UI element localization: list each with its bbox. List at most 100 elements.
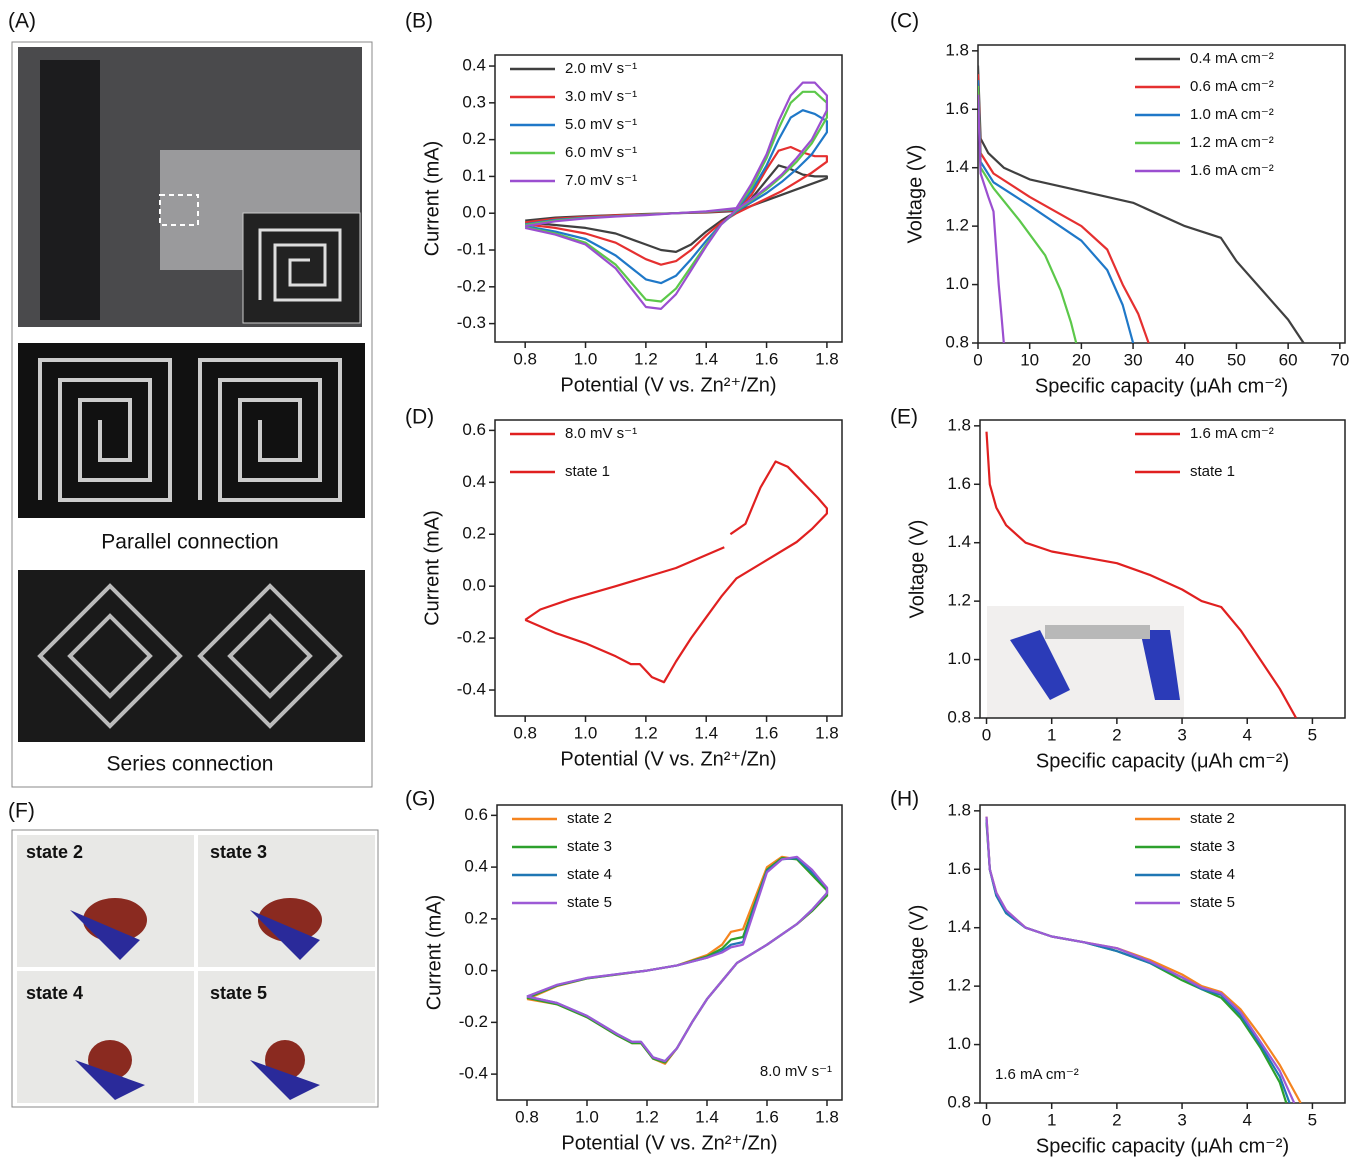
- legend-label: 1.6 mA cm⁻²: [1190, 162, 1274, 179]
- legend-label: 6.0 mV s⁻¹: [565, 144, 637, 161]
- y-tick-label: 1.0: [947, 649, 971, 668]
- panel-label: (F): [8, 800, 35, 823]
- y-axis-title: Voltage (V): [904, 145, 926, 244]
- x-tick-label: 1.2: [634, 349, 658, 368]
- legend-label: state 1: [565, 463, 610, 480]
- y-axis-title: Current (mA): [421, 141, 443, 257]
- x-tick-label: 1.6: [755, 349, 779, 368]
- y-tick-label: 1.4: [947, 532, 971, 551]
- x-tick-label: 1.6: [755, 723, 779, 742]
- series-pattern: [37, 583, 343, 729]
- data-line: [525, 145, 828, 266]
- x-axis-title: Potential (V vs. Zn²⁺/Zn): [560, 748, 776, 770]
- legend-label: 2.0 mV s⁻¹: [565, 60, 637, 77]
- x-tick-label: 60: [1279, 350, 1298, 369]
- y-tick-label: 0.1: [462, 166, 486, 185]
- plot-frame: [494, 54, 843, 343]
- y-tick-label: -0.4: [459, 1064, 488, 1083]
- panel-label: (E): [890, 406, 918, 429]
- y-tick-label: 0.2: [462, 129, 486, 148]
- y-tick-label: 0.6: [462, 420, 486, 439]
- glove: [70, 910, 320, 1100]
- x-tick-label: 1: [1047, 725, 1056, 744]
- data-line: [978, 94, 1005, 343]
- y-tick-label: 1.6: [947, 474, 971, 493]
- plot-frame: [977, 44, 1346, 344]
- panel-a-frame: [11, 41, 373, 788]
- legend-label: state 4: [567, 866, 612, 883]
- annotation: 8.0 mV s⁻¹: [760, 1063, 832, 1080]
- panel-label: (B): [405, 10, 433, 33]
- state-photos: [17, 835, 375, 1103]
- data-line: [985, 431, 1298, 718]
- y-axis-title: Current (mA): [421, 510, 443, 626]
- x-tick-label: 50: [1227, 350, 1246, 369]
- data-line: [978, 85, 1078, 343]
- y-tick-label: -0.4: [457, 680, 486, 699]
- glove: [1010, 630, 1180, 700]
- x-axis-title: Potential (V vs. Zn²⁺/Zn): [561, 1132, 777, 1154]
- legend-label: 8.0 mV s⁻¹: [565, 425, 637, 442]
- y-axis-title: Current (mA): [423, 895, 445, 1011]
- y-tick-label: 1.2: [947, 591, 971, 610]
- x-tick-label: 0: [973, 350, 982, 369]
- panel-label: (A): [8, 10, 36, 33]
- y-tick-label: 1.6: [947, 859, 971, 878]
- series-photo: [18, 570, 365, 742]
- data-line: [978, 65, 1305, 343]
- y-tick-label: 1.2: [945, 216, 969, 235]
- photo-label: state 2: [26, 842, 83, 862]
- x-tick-label: 0.8: [513, 723, 537, 742]
- printer-head: [40, 60, 100, 320]
- y-tick-label: 1.8: [947, 800, 971, 819]
- device: [1045, 625, 1150, 639]
- legend-label: 1.2 mA cm⁻²: [1190, 134, 1274, 151]
- x-tick-label: 1.8: [815, 349, 839, 368]
- y-tick-label: 1.0: [945, 274, 969, 293]
- legend-label: state 3: [1190, 838, 1235, 855]
- photo-label: state 4: [26, 983, 83, 1003]
- x-tick-label: 1.2: [635, 1107, 659, 1126]
- data-line: [526, 856, 829, 1063]
- y-tick-label: 0.0: [462, 576, 486, 595]
- x-tick-label: 2: [1112, 1110, 1121, 1129]
- y-tick-label: 1.4: [945, 157, 969, 176]
- x-tick-label: 10: [1020, 350, 1039, 369]
- x-tick-label: 1.4: [695, 1107, 719, 1126]
- data-line: [526, 855, 829, 1065]
- y-tick-label: 0.4: [462, 56, 486, 75]
- y-tick-label: 0.8: [945, 332, 969, 351]
- legend-label: 5.0 mV s⁻¹: [565, 116, 637, 133]
- plot-frame: [494, 419, 843, 717]
- data-line: [524, 460, 828, 684]
- x-tick-label: 1.0: [574, 349, 598, 368]
- y-tick-label: -0.3: [457, 313, 486, 332]
- x-tick-label: 20: [1072, 350, 1091, 369]
- panel-label: (D): [405, 406, 434, 429]
- x-tick-label: 4: [1242, 1110, 1251, 1129]
- photo-label: state 5: [210, 983, 267, 1003]
- legend-label: 3.0 mV s⁻¹: [565, 88, 637, 105]
- parallel-photo: [18, 343, 365, 518]
- x-tick-label: 1.2: [634, 723, 658, 742]
- x-tick-label: 1.4: [694, 349, 718, 368]
- y-tick-label: 0.2: [464, 908, 488, 927]
- x-tick-label: 3: [1177, 725, 1186, 744]
- data-line: [978, 80, 1135, 343]
- data-line: [526, 855, 829, 1063]
- y-tick-label: 1.4: [947, 917, 971, 936]
- plot-frame: [496, 804, 843, 1101]
- plot-frame: [979, 419, 1346, 719]
- legend-label: state 4: [1190, 866, 1235, 883]
- x-tick-label: 0: [982, 1110, 991, 1129]
- data-line: [985, 816, 1296, 1103]
- data-line: [978, 74, 1150, 343]
- legend-label: 0.6 mA cm⁻²: [1190, 78, 1274, 95]
- y-tick-label: 0.2: [462, 524, 486, 543]
- x-tick-label: 3: [1177, 1110, 1186, 1129]
- panel-label: (H): [890, 788, 919, 811]
- data-line: [524, 81, 828, 310]
- x-axis-title: Specific capacity (μAh cm⁻²): [1035, 375, 1288, 397]
- y-tick-label: 0.0: [464, 960, 488, 979]
